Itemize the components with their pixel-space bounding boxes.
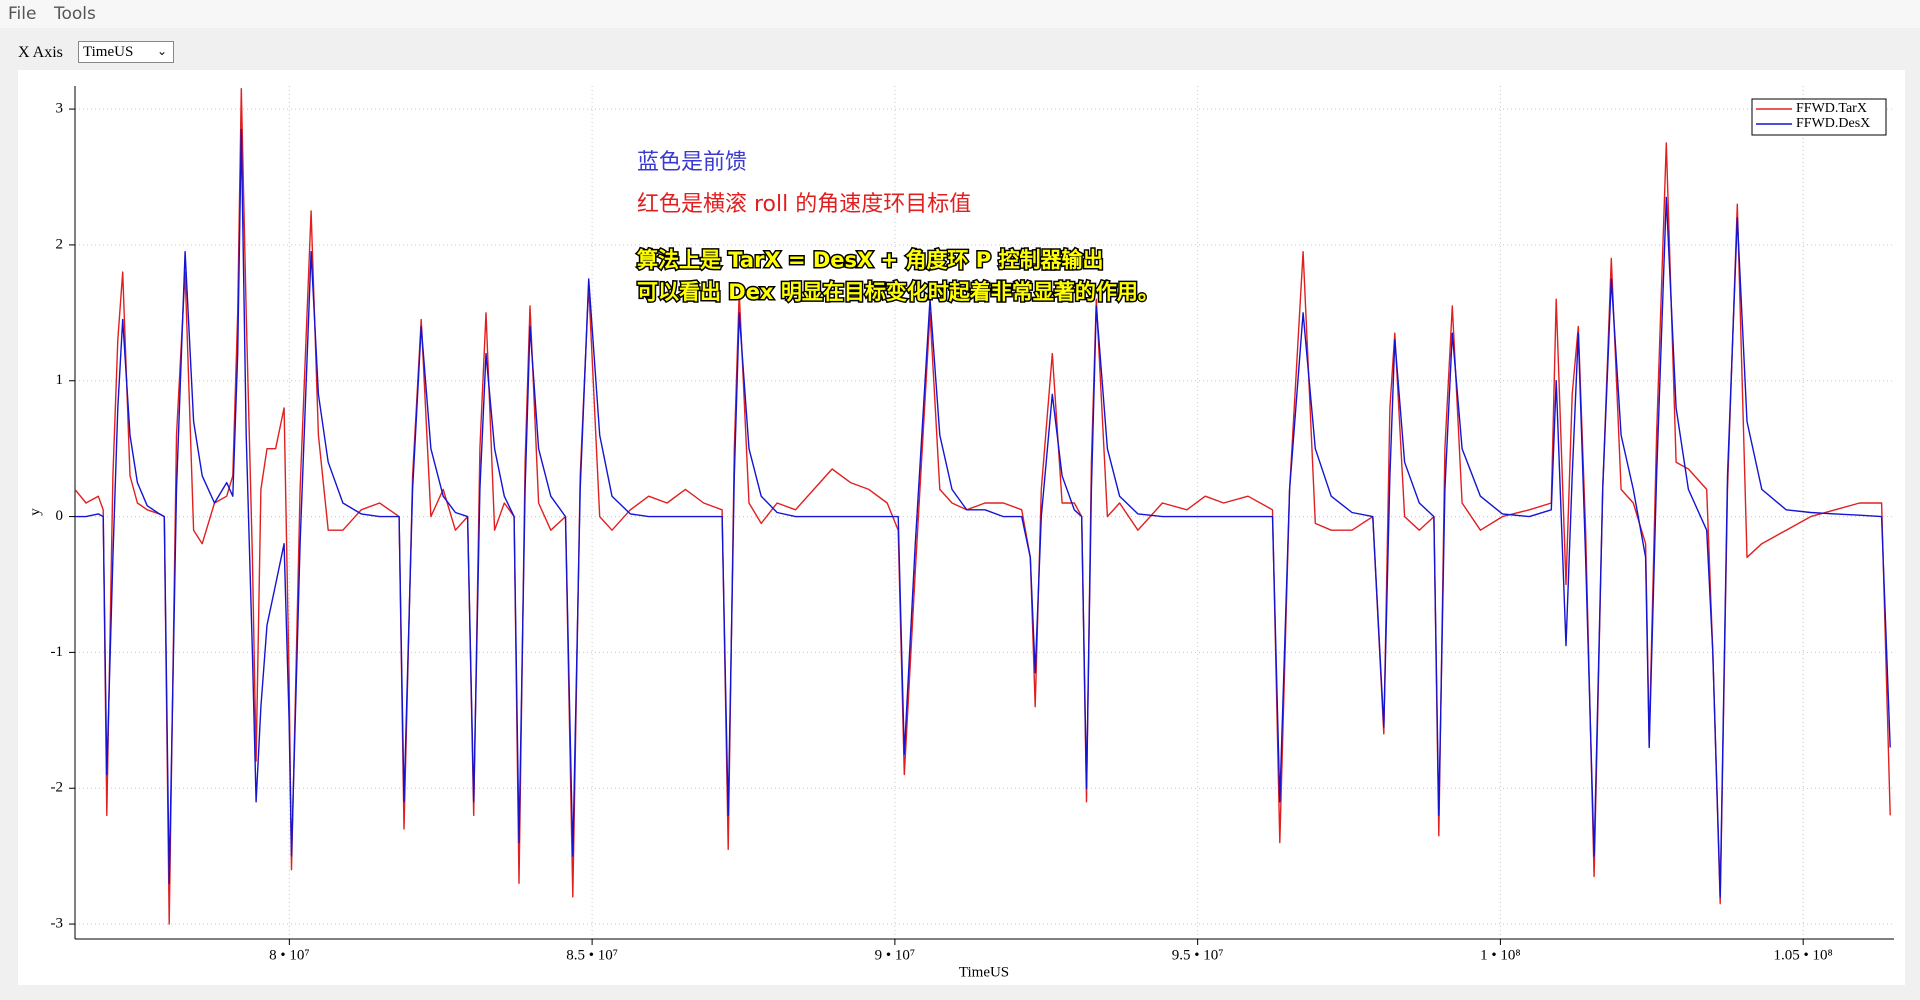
data-line <box>74 88 1891 925</box>
select-value: TimeUS <box>83 44 134 60</box>
chart-panel <box>18 70 1905 985</box>
select-arrow: ⌄ <box>156 44 167 58</box>
y-tick-label: -1 <box>51 644 64 660</box>
x-tick-label: 9 • 10⁷ <box>875 947 915 963</box>
x-axis-title: TimeUS <box>959 964 1009 980</box>
y-tick-label: 3 <box>56 101 64 117</box>
annotation: 蓝色是前馈 <box>637 150 747 175</box>
x-tick-label: 8 • 10⁷ <box>269 947 309 963</box>
x-tick-label: 1.05 • 10⁸ <box>1774 947 1833 963</box>
y-tick-label: -3 <box>51 915 64 931</box>
legend-label: FFWD.TarX <box>1796 101 1867 116</box>
menu-file[interactable]: File <box>8 4 37 24</box>
x-tick-label: 8.5 • 10⁷ <box>566 947 618 963</box>
x-axis-label: X Axis <box>18 44 63 61</box>
data-line <box>75 128 1891 898</box>
y-tick-label: 0 <box>56 508 64 524</box>
annotation: 红色是横滚 roll 的角速度环目标值 <box>637 192 971 217</box>
legend-box <box>1751 98 1887 136</box>
x-tick-label: 1 • 10⁸ <box>1480 947 1520 963</box>
y-axis-title: y <box>27 508 43 516</box>
annotation: 算法上是 TarX = DesX + 角度环 P 控制器输出 <box>637 248 1103 272</box>
x-axis-select[interactable]: TimeUS ⌄ <box>78 41 174 63</box>
x-tick-label: 9.5 • 10⁷ <box>1172 947 1224 963</box>
annotation: 可以看出 Dex 明显在目标变化时起着非常显著的作用。 <box>637 280 1159 304</box>
y-tick-label: 1 <box>56 372 64 388</box>
legend-label: FFWD.DesX <box>1796 116 1870 131</box>
menu-bar: File Tools <box>0 0 1920 28</box>
y-tick-label: 2 <box>56 236 64 252</box>
y-tick-label: -2 <box>51 780 64 796</box>
menu-tools[interactable]: Tools <box>54 4 96 24</box>
